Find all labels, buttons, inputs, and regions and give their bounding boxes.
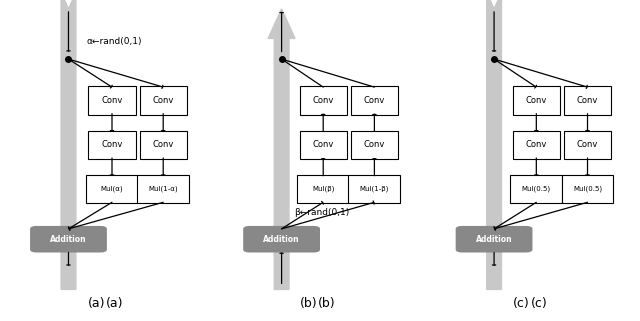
FancyBboxPatch shape: [564, 86, 611, 115]
Text: Mul(α): Mul(α): [100, 186, 124, 192]
Text: Mul(0.5): Mul(0.5): [573, 186, 602, 192]
Text: (a): (a): [88, 297, 105, 310]
FancyBboxPatch shape: [86, 175, 138, 203]
Polygon shape: [268, 9, 295, 290]
FancyBboxPatch shape: [300, 86, 347, 115]
Text: (b): (b): [300, 297, 317, 310]
FancyBboxPatch shape: [513, 86, 560, 115]
Polygon shape: [481, 0, 508, 290]
FancyBboxPatch shape: [564, 131, 611, 159]
FancyBboxPatch shape: [298, 175, 349, 203]
Text: β←rand(0,1): β←rand(0,1): [294, 208, 349, 217]
Text: Conv: Conv: [101, 96, 123, 105]
FancyBboxPatch shape: [300, 131, 347, 159]
Text: (b): (b): [317, 297, 335, 310]
Text: Conv: Conv: [364, 140, 385, 149]
Text: Addition: Addition: [476, 235, 513, 244]
FancyBboxPatch shape: [243, 226, 320, 253]
Text: Mul(β): Mul(β): [312, 186, 334, 192]
Text: Conv: Conv: [312, 140, 334, 149]
Text: (c): (c): [531, 297, 548, 310]
FancyBboxPatch shape: [456, 226, 532, 253]
FancyBboxPatch shape: [511, 175, 563, 203]
FancyBboxPatch shape: [88, 86, 136, 115]
FancyBboxPatch shape: [140, 86, 187, 115]
Text: Conv: Conv: [525, 140, 547, 149]
FancyBboxPatch shape: [140, 131, 187, 159]
Text: Mul(0.5): Mul(0.5): [522, 186, 551, 192]
Text: Mul(1-β): Mul(1-β): [360, 186, 389, 192]
Text: Conv: Conv: [525, 96, 547, 105]
Text: Conv: Conv: [577, 96, 598, 105]
FancyBboxPatch shape: [88, 131, 136, 159]
FancyBboxPatch shape: [351, 131, 398, 159]
FancyBboxPatch shape: [562, 175, 614, 203]
Text: Addition: Addition: [50, 235, 87, 244]
Polygon shape: [55, 0, 82, 290]
Text: Conv: Conv: [152, 96, 174, 105]
Text: Conv: Conv: [101, 140, 123, 149]
FancyBboxPatch shape: [30, 226, 107, 253]
Text: Addition: Addition: [263, 235, 300, 244]
Text: Conv: Conv: [577, 140, 598, 149]
Text: Conv: Conv: [364, 96, 385, 105]
Text: Conv: Conv: [152, 140, 174, 149]
FancyBboxPatch shape: [138, 175, 189, 203]
FancyBboxPatch shape: [349, 175, 401, 203]
Text: (a): (a): [106, 297, 124, 310]
Text: (c): (c): [513, 297, 529, 310]
FancyBboxPatch shape: [351, 86, 398, 115]
Text: Mul(1-α): Mul(1-α): [148, 186, 178, 192]
Text: Conv: Conv: [312, 96, 334, 105]
FancyBboxPatch shape: [513, 131, 560, 159]
Text: α←rand(0,1): α←rand(0,1): [86, 37, 142, 46]
